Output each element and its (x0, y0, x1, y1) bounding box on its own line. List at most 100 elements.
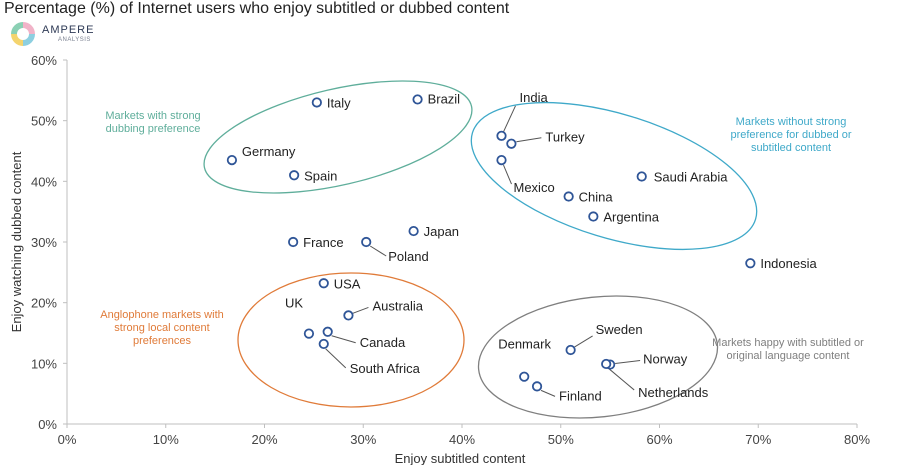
x-axis-title: Enjoy subtitled content (395, 451, 526, 465)
group-annotation-line: preferences (133, 335, 192, 347)
leader-lines (325, 105, 641, 397)
point-denmark (519, 371, 530, 382)
point-label-uk: UK (285, 296, 303, 311)
point-finland (531, 381, 543, 392)
leader-line-netherlands (608, 368, 635, 391)
chart-axes: 0% 10% 20% 30% 40% 50% 60% 70% 80% 0% 10% 20% 30% 40%… (9, 53, 870, 465)
x-tick-label: 0% (58, 432, 77, 447)
y-tick-label: 20% (31, 296, 57, 311)
group-ellipse-orange (237, 272, 465, 408)
point-indonesia (745, 258, 756, 269)
point-label-australia: Australia (372, 298, 423, 313)
y-tick-label: 10% (31, 356, 57, 371)
group-ellipse-teal (203, 80, 473, 194)
point-germany (226, 155, 238, 166)
leader-line-south-africa (325, 348, 347, 369)
point-label-germany: Germany (242, 144, 296, 159)
point-canada (322, 326, 333, 337)
point-poland (361, 236, 372, 248)
group-annotation-line: original language content (727, 350, 850, 362)
chart-title: Percentage (%) of Internet users who enj… (4, 0, 510, 17)
leader-line-sweden (574, 335, 593, 348)
point-label-norway: Norway (643, 352, 688, 367)
point-australia (343, 310, 354, 321)
y-tick-label: 60% (31, 53, 57, 68)
logo-subtitle: ANALYSIS (58, 37, 91, 43)
group-annotation-line: subtitled content (751, 142, 831, 154)
point-china (563, 191, 574, 202)
y-tick-label: 50% (31, 114, 57, 129)
point-label-mexico: Mexico (514, 180, 555, 195)
x-tick-label: 80% (844, 432, 870, 447)
point-label-usa: USA (334, 276, 361, 291)
point-japan (408, 225, 419, 237)
point-label-france: France (303, 235, 343, 250)
group-ellipse-gray (477, 295, 719, 419)
point-label-poland: Poland (388, 249, 428, 264)
x-tick-label: 30% (350, 432, 376, 447)
leader-line-poland (369, 245, 387, 257)
point-india (496, 130, 507, 141)
point-label-turkey: Turkey (545, 130, 585, 145)
point-france (288, 236, 299, 248)
group-annotation-line: strong local content (114, 322, 209, 334)
point-label-netherlands: Netherlands (638, 385, 709, 400)
group-labels: Markets with strong dubbing preferenceMar… (100, 110, 864, 362)
point-mexico (496, 155, 507, 166)
group-annotation-line: Markets happy with subtitled or (712, 337, 864, 349)
y-tick-label: 30% (31, 235, 57, 250)
y-tick-label: 40% (31, 174, 57, 189)
leader-line-norway (615, 360, 641, 365)
x-tick-label: 70% (745, 432, 771, 447)
leader-line-finland (540, 389, 556, 397)
x-tick-label: 20% (251, 432, 277, 447)
point-label-spain: Spain (304, 168, 337, 183)
point-label-india: India (520, 90, 549, 105)
y-tick-label: 0% (38, 417, 57, 432)
point-turkey (506, 138, 517, 149)
group-ellipse-blue (470, 101, 758, 251)
logo-name: AMPERE (42, 24, 95, 36)
point-argentina (588, 211, 599, 222)
group-annotation: Markets without strong preference for dub… (730, 116, 851, 154)
group-annotation-line: dubbing preference (106, 123, 201, 135)
group-annotation-line: Markets without strong (736, 116, 847, 128)
point-netherlands (601, 358, 612, 370)
point-label-italy: Italy (327, 95, 351, 110)
x-tick-label: 10% (153, 432, 179, 447)
point-usa (318, 278, 329, 289)
data-points (226, 94, 756, 392)
point-label-saudi-arabia: Saudi Arabia (654, 169, 728, 184)
group-annotation-line: preference for dubbed or (730, 129, 851, 141)
point-label-indonesia: Indonesia (760, 256, 817, 271)
x-tick-label: 50% (548, 432, 574, 447)
leader-line-canada (331, 335, 356, 344)
point-sweden (565, 344, 576, 356)
point-saudi-arabia (636, 171, 647, 182)
group-ellipses (203, 80, 758, 419)
point-south-africa (318, 338, 329, 350)
leader-line-australia (352, 306, 369, 314)
ampere-logo-icon (11, 22, 35, 46)
point-label-china: China (579, 190, 614, 205)
group-annotation: Markets with strong dubbing preference (105, 110, 200, 135)
point-label-japan: Japan (424, 224, 459, 239)
point-brazil (412, 94, 423, 105)
point-label-finland: Finland (559, 388, 602, 403)
leader-line-turkey (516, 137, 542, 143)
x-tick-label: 40% (449, 432, 475, 447)
group-annotation-line: Markets with strong (105, 110, 200, 122)
point-labels: Italy Brazil Germany Spain India Turkey Mexico… (242, 90, 818, 404)
y-axis-title: Enjoy watching dubbed content (9, 151, 24, 332)
point-italy (311, 97, 322, 108)
point-label-canada: Canada (360, 335, 406, 350)
leader-line-india (503, 105, 516, 133)
point-label-brazil: Brazil (428, 91, 461, 106)
x-tick-label: 60% (646, 432, 672, 447)
point-label-south-africa: South Africa (350, 361, 421, 376)
group-annotation: Anglophone markets with strong local cont… (100, 309, 224, 347)
point-uk (303, 328, 315, 339)
point-label-sweden: Sweden (596, 322, 643, 337)
group-annotation-line: Anglophone markets with (100, 309, 224, 321)
